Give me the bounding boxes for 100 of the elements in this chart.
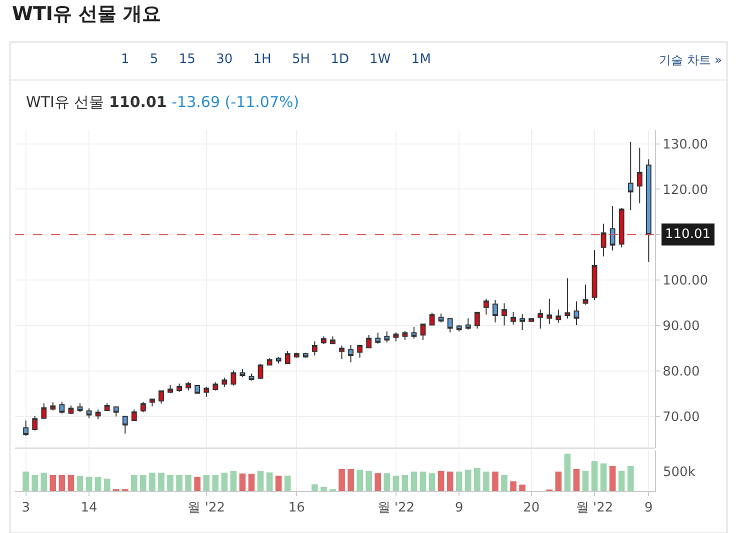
bar	[312, 484, 318, 491]
bar	[348, 469, 354, 491]
candlestick	[41, 402, 47, 420]
bar	[221, 472, 228, 491]
candlestick	[321, 336, 326, 345]
candlestick	[592, 250, 598, 301]
candlestick	[140, 401, 146, 413]
bar	[456, 472, 462, 491]
candlestick	[176, 383, 182, 392]
bar	[158, 472, 164, 491]
bar	[446, 472, 454, 491]
bar	[402, 474, 408, 491]
candlestick	[113, 406, 119, 417]
bar	[194, 476, 200, 491]
candlestick	[312, 340, 318, 356]
bar	[338, 469, 345, 491]
candlestick	[258, 364, 264, 380]
bar	[203, 474, 210, 491]
candlestick	[158, 390, 164, 404]
candlestick	[230, 370, 236, 386]
candlestick	[628, 141, 634, 211]
bar	[257, 470, 264, 491]
chart-title: WTI유 선물 개요	[12, 3, 162, 25]
x-tick-label: 월 '22	[188, 500, 225, 516]
candlestick	[302, 352, 308, 358]
candlestick	[438, 313, 444, 323]
candlestick	[574, 300, 580, 326]
text: 500k	[663, 465, 696, 480]
text: 기술 차트 »	[659, 53, 722, 67]
bar	[410, 472, 418, 491]
candlestick	[411, 326, 417, 340]
bar	[384, 473, 390, 491]
bar	[275, 476, 282, 491]
candlestick	[600, 223, 606, 257]
x-tick-label: 9	[644, 500, 653, 516]
candlestick	[610, 206, 616, 252]
candlestick	[348, 344, 354, 363]
candlestick	[502, 302, 507, 326]
bar	[86, 476, 92, 491]
y-tick-label: 130.00	[662, 137, 708, 152]
x-tick-label: 월 '22	[377, 500, 415, 516]
y-tick-label: 100.00	[662, 274, 708, 289]
candlestick	[276, 356, 282, 364]
bar	[94, 476, 102, 491]
candlestick	[122, 415, 128, 434]
candlestick	[366, 334, 372, 349]
bar	[239, 473, 246, 491]
bar	[32, 474, 38, 491]
bar	[104, 478, 110, 491]
candlestick	[23, 420, 29, 436]
candlestick	[294, 352, 300, 358]
x-tick-label: 월 '22	[576, 500, 614, 516]
bar	[464, 470, 472, 491]
candlestick	[77, 402, 83, 413]
bar	[501, 474, 508, 491]
bar	[50, 474, 56, 491]
candlestick	[564, 278, 570, 320]
bar	[600, 463, 607, 491]
candlestick	[465, 318, 471, 330]
bar	[555, 472, 562, 491]
candlestick	[483, 298, 489, 316]
bar	[582, 470, 589, 491]
x-tick-label: 14	[80, 500, 98, 516]
candlestick	[68, 404, 74, 415]
bar	[483, 472, 490, 491]
candlestick	[420, 323, 426, 341]
bar	[609, 466, 616, 491]
candlestick	[222, 377, 228, 388]
candlestick	[59, 401, 65, 414]
x-tick-label: 9	[454, 500, 464, 516]
candlestick	[266, 358, 272, 366]
bar	[230, 470, 237, 491]
candlestick	[492, 300, 498, 323]
text: 1 5 15 30 1H 5H 1D 1W 1M	[121, 52, 431, 67]
bar	[618, 470, 625, 491]
candlestick	[393, 332, 399, 342]
candlestick	[510, 311, 516, 326]
bar	[573, 469, 580, 491]
candlestick	[636, 147, 642, 204]
candlestick	[582, 284, 588, 306]
candlestick	[556, 309, 562, 324]
candlestick	[339, 344, 344, 360]
candlestick	[104, 402, 110, 412]
bar	[149, 472, 156, 491]
candlestick	[32, 415, 38, 431]
candlestick	[538, 309, 544, 330]
bar	[22, 472, 29, 491]
bar	[627, 466, 634, 491]
bar	[212, 474, 219, 491]
candlestick	[646, 158, 652, 262]
bar	[248, 474, 255, 491]
bar	[356, 470, 363, 491]
candlestick	[86, 408, 92, 419]
candlestick	[528, 318, 534, 322]
bar	[140, 474, 146, 491]
bar	[284, 476, 291, 491]
bar	[176, 474, 182, 491]
candlestick	[186, 381, 192, 391]
bar	[266, 472, 273, 491]
candlestick	[212, 382, 218, 391]
